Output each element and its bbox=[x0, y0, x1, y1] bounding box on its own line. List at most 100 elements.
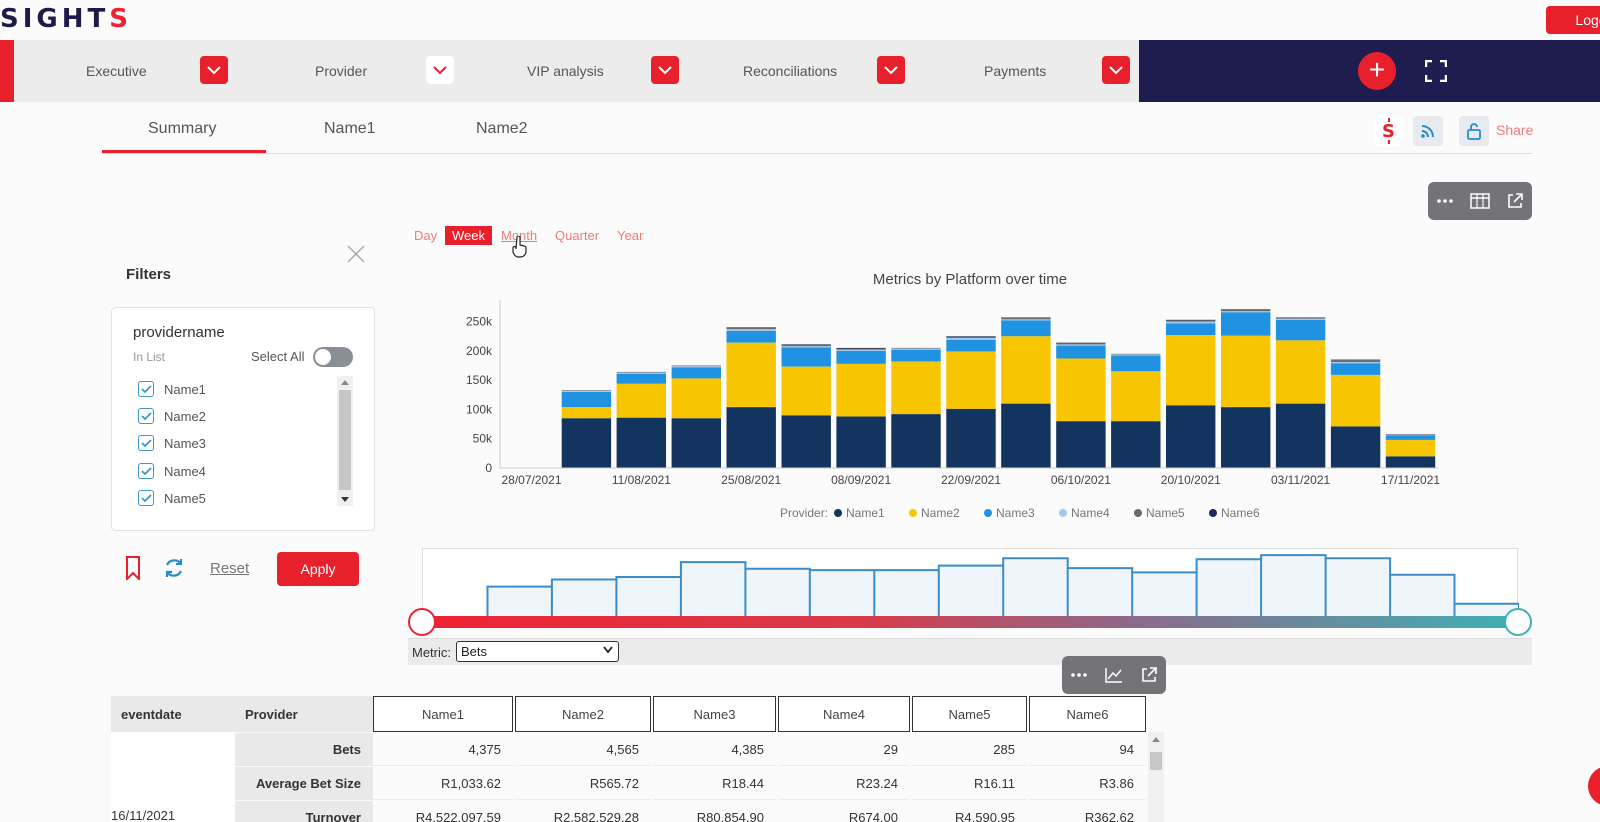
x-tick-label: 06/10/2021 bbox=[1051, 473, 1111, 487]
chevron-down-icon[interactable] bbox=[1102, 56, 1130, 84]
x-tick-label: 20/10/2021 bbox=[1161, 473, 1221, 487]
select-all-toggle[interactable] bbox=[313, 347, 353, 367]
chevron-down-icon[interactable] bbox=[651, 56, 679, 84]
tab-name2[interactable]: Name2 bbox=[476, 120, 528, 137]
tab-name1[interactable]: Name1 bbox=[324, 120, 376, 137]
range-handle-right[interactable] bbox=[1504, 608, 1532, 636]
chat-widget-button[interactable] bbox=[1588, 766, 1600, 806]
nav-item-reconciliations[interactable]: Reconciliations bbox=[743, 40, 837, 102]
bar-segment bbox=[946, 339, 996, 352]
share-link[interactable]: Share bbox=[1496, 122, 1534, 138]
bar-segment bbox=[726, 329, 776, 331]
range-selector-preview[interactable] bbox=[422, 548, 1520, 622]
col-header-name6[interactable]: Name6 bbox=[1029, 696, 1146, 732]
bar-segment bbox=[1330, 360, 1381, 362]
chevron-down-icon[interactable] bbox=[877, 56, 905, 84]
scroll-up-icon[interactable] bbox=[1152, 737, 1160, 742]
chevron-down-icon[interactable] bbox=[426, 56, 454, 84]
filter-option[interactable]: Name1 bbox=[138, 379, 206, 399]
bar-segment bbox=[1056, 421, 1106, 468]
plus-icon[interactable]: + bbox=[1358, 52, 1396, 90]
more-icon[interactable] bbox=[1428, 182, 1463, 220]
apply-button[interactable]: Apply bbox=[277, 552, 359, 586]
bar-segment bbox=[561, 391, 612, 408]
bar-segment bbox=[1056, 345, 1106, 359]
col-header-name2[interactable]: Name2 bbox=[515, 696, 651, 732]
bar-segment bbox=[946, 336, 996, 338]
select-all-label: Select All bbox=[251, 349, 305, 364]
filter-option[interactable]: Name2 bbox=[138, 406, 206, 426]
checkbox-checked-icon[interactable] bbox=[138, 435, 154, 451]
period-day[interactable]: Day bbox=[414, 228, 438, 243]
refresh-icon[interactable] bbox=[162, 556, 186, 580]
filter-option-label: Name3 bbox=[164, 435, 206, 451]
table-cell: 29 bbox=[778, 733, 910, 766]
bar-segment bbox=[836, 347, 886, 349]
scroll-down-icon[interactable] bbox=[341, 497, 349, 502]
table-cell: R4,590.95 bbox=[912, 801, 1027, 822]
col-header-name3[interactable]: Name3 bbox=[653, 696, 776, 732]
table-cell: R18.44 bbox=[653, 767, 776, 800]
metric-select[interactable]: Bets bbox=[456, 641, 619, 662]
bar-segment bbox=[671, 378, 721, 419]
period-quarter[interactable]: Quarter bbox=[555, 228, 600, 243]
x-tick-label: 25/08/2021 bbox=[721, 473, 781, 487]
range-slider-track[interactable] bbox=[422, 616, 1518, 628]
table-cell: R16.11 bbox=[912, 767, 1027, 800]
nav-item-payments[interactable]: Payments bbox=[984, 40, 1046, 102]
more-icon[interactable] bbox=[1062, 656, 1097, 694]
checkbox-checked-icon[interactable] bbox=[138, 490, 154, 506]
fullscreen-icon[interactable] bbox=[1425, 60, 1447, 82]
unlock-icon[interactable] bbox=[1459, 116, 1489, 146]
filter-option[interactable]: Name5 bbox=[138, 488, 206, 508]
bar-segment bbox=[1221, 309, 1271, 310]
logout-button[interactable]: Logo bbox=[1546, 6, 1600, 34]
bar-segment bbox=[1330, 359, 1381, 361]
nav-item-provider[interactable]: Provider bbox=[315, 40, 367, 102]
bar-segment bbox=[1330, 374, 1381, 427]
external-link-icon[interactable] bbox=[1497, 182, 1532, 220]
checkbox-checked-icon[interactable] bbox=[138, 408, 154, 424]
table-scrollbar[interactable] bbox=[1148, 732, 1164, 822]
bookmark-icon[interactable] bbox=[126, 556, 140, 580]
close-icon[interactable] bbox=[346, 244, 366, 264]
col-header-name4[interactable]: Name4 bbox=[778, 696, 910, 732]
nav-item-executive[interactable]: Executive bbox=[86, 40, 147, 102]
y-tick-label: 250k bbox=[466, 315, 493, 329]
row-label-bets: Bets bbox=[235, 733, 373, 766]
top-nav: Executive Provider VIP analysis Reconcil… bbox=[0, 40, 1600, 102]
period-week[interactable]: Week bbox=[445, 226, 492, 245]
bar-segment bbox=[1001, 336, 1051, 404]
filter-scrollbar[interactable] bbox=[337, 376, 353, 506]
nav-item-vip-analysis[interactable]: VIP analysis bbox=[527, 40, 604, 102]
checkbox-checked-icon[interactable] bbox=[138, 463, 154, 479]
filter-option[interactable]: Name4 bbox=[138, 461, 206, 481]
external-link-icon[interactable] bbox=[1131, 656, 1166, 694]
range-handle-left[interactable] bbox=[408, 608, 436, 636]
bar-segment bbox=[781, 346, 831, 348]
bar-segment bbox=[671, 367, 721, 379]
table-cell: R565.72 bbox=[515, 767, 651, 800]
tab-summary[interactable]: Summary bbox=[148, 120, 217, 137]
dashboard-tabs: Summary Name1 Name2 S Share bbox=[102, 110, 1534, 154]
row-label-average-bet-size: Average Bet Size bbox=[235, 767, 373, 800]
scroll-thumb[interactable] bbox=[1150, 752, 1162, 770]
reset-link[interactable]: Reset bbox=[210, 560, 250, 577]
brand-s-icon[interactable]: S bbox=[1374, 116, 1404, 146]
col-header-name1[interactable]: Name1 bbox=[373, 696, 513, 732]
hand-cursor-icon bbox=[512, 236, 527, 258]
col-header-name5[interactable]: Name5 bbox=[912, 696, 1027, 732]
scroll-thumb[interactable] bbox=[339, 390, 351, 490]
checkbox-checked-icon[interactable] bbox=[138, 381, 154, 397]
rss-icon[interactable] bbox=[1413, 116, 1443, 146]
table-icon[interactable] bbox=[1463, 182, 1498, 220]
chevron-down-icon[interactable] bbox=[200, 56, 228, 84]
line-chart-icon[interactable] bbox=[1097, 656, 1132, 694]
bar-segment bbox=[781, 415, 831, 468]
scroll-up-icon[interactable] bbox=[341, 380, 349, 385]
y-tick-label: 150k bbox=[466, 373, 493, 387]
table-cell: 4,375 bbox=[373, 733, 513, 766]
bar-segment bbox=[1166, 335, 1216, 406]
period-year[interactable]: Year bbox=[617, 228, 644, 243]
filter-option[interactable]: Name3 bbox=[138, 433, 206, 453]
